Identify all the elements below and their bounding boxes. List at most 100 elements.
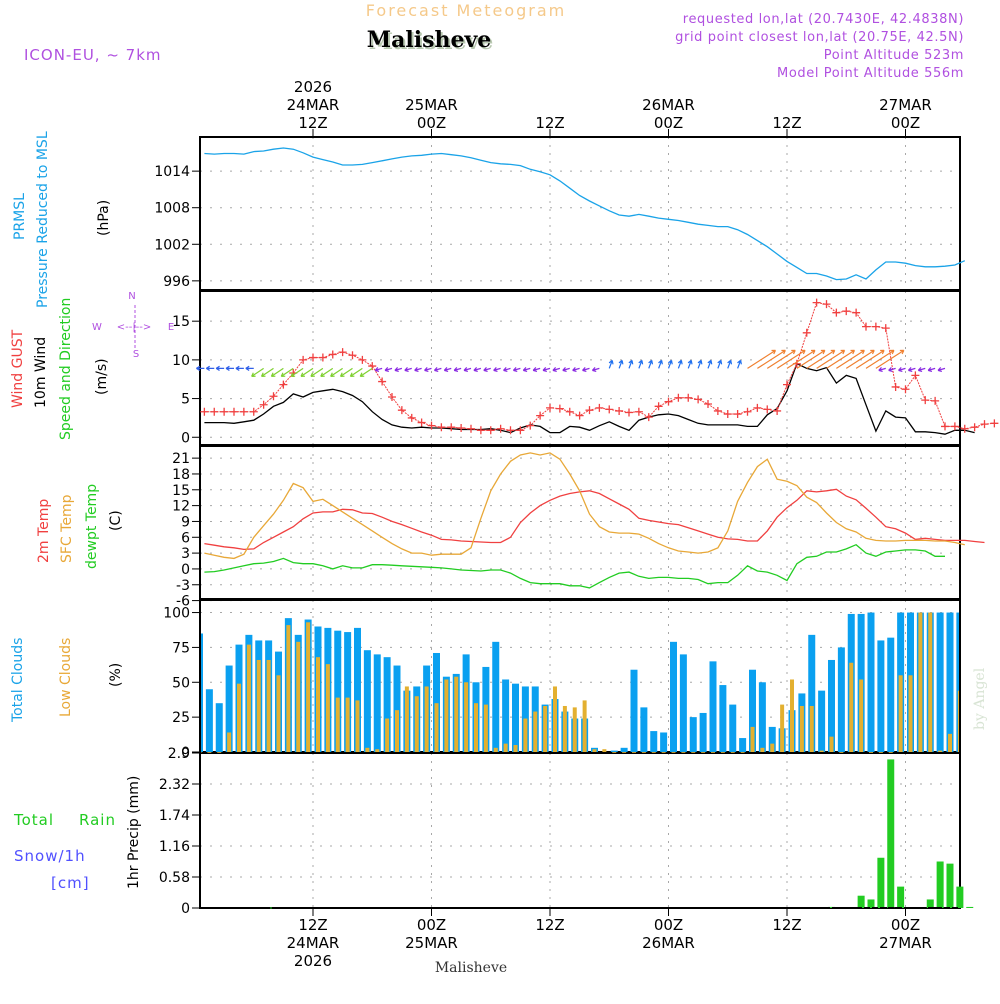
wind-gust-marker [615, 406, 624, 415]
wind-gust-marker [733, 410, 742, 419]
wind-direction-arrow [205, 365, 215, 371]
low-cloud-bar [385, 718, 390, 752]
low-cloud-bar [711, 752, 715, 753]
wind-gust-label: Wind GUST [10, 329, 26, 408]
low-cloud-bar [671, 752, 676, 753]
wind-direction-arrow [648, 359, 654, 369]
total-cloud-bar [344, 632, 352, 752]
total-cloud-bar [620, 747, 628, 752]
wind-gust-marker [230, 407, 238, 416]
wind-direction-arrow [503, 367, 511, 373]
wind-gust-marker [852, 308, 861, 317]
total-cloud-bar [201, 633, 203, 752]
low-cloud-bar [740, 752, 745, 753]
wind-gust-marker [812, 298, 821, 307]
wind-direction-arrow [235, 365, 244, 371]
total-clouds-label: Total Clouds [10, 638, 26, 723]
total-cloud-bar [205, 689, 213, 752]
total-cloud-bar [670, 641, 677, 752]
wind-gust-marker [674, 393, 683, 402]
low-cloud-bar [760, 747, 765, 752]
wind-direction-arrow [816, 349, 846, 369]
y-tick-label: 2.9 [168, 746, 190, 762]
y-tick-label: 2.32 [159, 777, 190, 793]
wind-direction-arrow [512, 367, 521, 373]
time-label: 12Z [535, 114, 564, 132]
wind-gust-marker [802, 328, 811, 337]
low-cloud-bar [335, 697, 340, 752]
time-label: 12Z [535, 916, 564, 934]
time-label: 2026 [294, 952, 332, 970]
precip-bar [857, 895, 865, 908]
wind-gust-marker [713, 406, 722, 415]
y-tick-label: 1008 [154, 201, 190, 217]
wind-gust-marker [783, 380, 791, 389]
wind-direction-arrow [865, 349, 895, 369]
low-cloud-bar [799, 705, 804, 752]
temp-unit: (C) [108, 510, 124, 531]
low-cloud-bar [474, 703, 478, 752]
time-label: 24MAR [287, 96, 340, 114]
wind-direction-arrow [898, 367, 906, 373]
wind-direction-arrow [280, 367, 294, 377]
y-tick-label: 1.16 [159, 839, 190, 855]
wind-gust-marker [911, 371, 920, 380]
low-cloud-bar [464, 682, 469, 752]
snow-cm-label: [cm] [51, 874, 90, 892]
wind-gust-marker [891, 382, 900, 391]
wind-gust-marker [467, 424, 475, 433]
wind-gust-marker [506, 426, 515, 435]
precip-bar [926, 899, 934, 908]
wind-gust-marker [447, 423, 456, 432]
low-cloud-bar [661, 752, 666, 753]
wind-direction-arrow [310, 367, 324, 377]
y-tick-label: 0 [181, 562, 190, 578]
wind-gust-marker [328, 350, 337, 359]
low-cloud-bar [651, 752, 656, 753]
wind-gust-marker [832, 308, 841, 317]
compass-e: E [168, 322, 174, 333]
compass-n: N [128, 291, 135, 302]
low-cloud-bar [296, 641, 301, 752]
y-tick-label: 1002 [154, 237, 190, 253]
wind-gust-marker [664, 397, 673, 406]
wind-series [196, 298, 999, 435]
pressure-line [204, 147, 966, 281]
low-cloud-bar [681, 752, 686, 753]
time-label: 25MAR [405, 934, 458, 952]
total-cloud-bar [956, 612, 959, 752]
pressure-unit: (hPa) [96, 200, 112, 236]
wind-gust-marker [565, 407, 574, 416]
time-label: 12Z [772, 114, 801, 132]
wind-direction-arrow [320, 367, 334, 377]
total-cloud-bar [887, 637, 895, 752]
wind-direction-arrow [667, 359, 673, 369]
wind-gust-marker [921, 396, 930, 405]
low-cloud-bar [878, 752, 883, 753]
wind-direction-arrow [443, 367, 452, 373]
time-label: 00Z [417, 916, 446, 934]
grid-point-coords: grid point closest lon,lat (20.75E, 42.5… [675, 30, 964, 45]
wind-direction-arrow [582, 367, 590, 373]
footer-location: Malisheve [435, 960, 507, 976]
wind-gust-marker [684, 393, 693, 402]
wind-direction-arrow [374, 367, 383, 373]
wind-direction-arrow [424, 367, 432, 373]
wind-gust-marker [200, 407, 209, 416]
wind-gust-marker [862, 322, 870, 331]
compass-w: W [92, 322, 102, 333]
panel-frame [199, 752, 961, 909]
total-cloud-bar [719, 685, 727, 752]
low-cloud-bar [612, 752, 617, 753]
y-tick-label: 25 [172, 710, 190, 726]
time-label: 12Z [298, 916, 327, 934]
wind-gust-marker [842, 307, 851, 316]
total-cloud-bar [334, 630, 342, 752]
wind-gust-marker [388, 393, 396, 402]
wind-direction-arrow [433, 367, 442, 373]
wind-gust-marker [753, 403, 762, 412]
wind-gust-marker [546, 403, 554, 412]
wind-gust-marker [457, 423, 466, 432]
temp-dewpt-line [204, 543, 945, 589]
low-cloud-bar [938, 750, 943, 752]
